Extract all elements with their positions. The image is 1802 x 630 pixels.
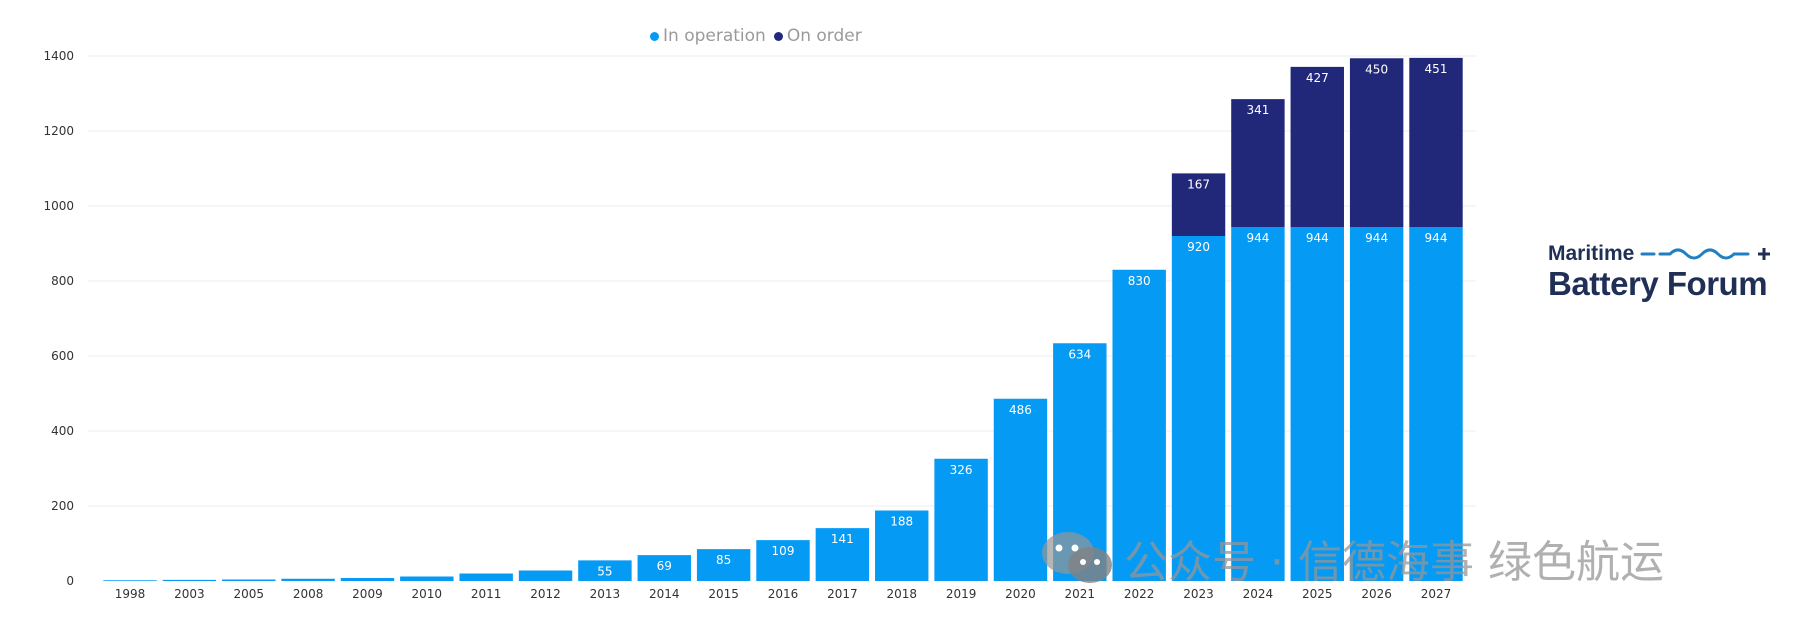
x-tick-label: 2018: [886, 587, 917, 601]
bar-in-operation[interactable]: [1290, 227, 1344, 581]
x-tick-label: 2017: [827, 587, 858, 601]
bar-in-operation[interactable]: [459, 573, 513, 582]
logo-line2: Battery Forum: [1548, 265, 1768, 302]
gridlines: [88, 55, 1476, 507]
data-label: 450: [1365, 62, 1388, 76]
bar-in-operation[interactable]: [222, 579, 276, 582]
x-tick-label: 2003: [174, 587, 205, 601]
legend-label-on-order: On order: [786, 26, 862, 46]
bar-in-operation[interactable]: [340, 578, 395, 581]
data-label: 167: [1187, 177, 1210, 191]
legend-item-in-operation[interactable]: In operation: [650, 26, 766, 46]
wave-icon: [1640, 248, 1771, 260]
data-label: 944: [1246, 231, 1269, 245]
watermark: 公众号 · 信德海事 绿色航运: [1040, 528, 1664, 588]
bar-in-operation[interactable]: [400, 576, 454, 582]
x-tick-label: 2014: [649, 587, 680, 601]
data-label: 326: [950, 463, 973, 477]
legend-item-on-order[interactable]: On order: [773, 26, 862, 46]
x-tick-label: 2026: [1361, 587, 1392, 601]
bar-in-operation[interactable]: [756, 540, 810, 581]
bar-in-operation[interactable]: [281, 578, 335, 581]
data-label: 451: [1425, 62, 1448, 76]
bar-in-operation[interactable]: [1171, 236, 1226, 581]
data-label: 944: [1365, 231, 1388, 245]
x-axis: 1998 2003 2005 2008 2009 2010 2011 2012 2013 2014…: [115, 587, 1452, 601]
bars: 55 69 85 109 141 188 326 486 634 830 920 167 944 341 9…: [103, 57, 1463, 582]
legend-dot-on-order: [773, 31, 783, 41]
y-tick-label: 1400: [43, 49, 74, 63]
x-tick-label: 2016: [768, 587, 799, 601]
bar-in-operation[interactable]: [1112, 269, 1166, 581]
data-label: 944: [1306, 231, 1329, 245]
x-tick-label: 2011: [471, 587, 502, 601]
wechat-icon: [1042, 532, 1112, 583]
x-tick-label: 2023: [1183, 587, 1214, 601]
x-tick-label: 2009: [352, 587, 383, 601]
bar-in-operation[interactable]: [696, 549, 751, 581]
bar-on-order[interactable]: [1231, 99, 1285, 227]
data-label: 944: [1425, 231, 1448, 245]
y-tick-label: 800: [51, 274, 74, 288]
bar-in-operation[interactable]: [815, 528, 870, 581]
y-tick-label: 1000: [43, 199, 74, 213]
bar-in-operation[interactable]: [637, 555, 691, 581]
legend[interactable]: In operation On order: [650, 24, 862, 48]
y-tick-label: 200: [51, 499, 74, 513]
bar-in-operation[interactable]: [993, 398, 1048, 581]
logo-line1: Maritime: [1548, 242, 1635, 265]
y-tick-label: 0: [66, 574, 74, 588]
x-tick-label: 2008: [293, 587, 324, 601]
bar-in-operation[interactable]: [578, 560, 632, 581]
data-label: 920: [1187, 240, 1210, 254]
data-label: 109: [772, 544, 795, 558]
bar-in-operation[interactable]: [518, 570, 573, 582]
x-tick-label: 1998: [115, 587, 146, 601]
data-label: 188: [890, 515, 913, 529]
bar-in-operation[interactable]: [875, 510, 929, 582]
x-tick-label: 2022: [1124, 587, 1155, 601]
bar-on-order[interactable]: [1349, 58, 1404, 227]
x-tick-label: 2012: [530, 587, 561, 601]
y-tick-label: 600: [51, 349, 74, 363]
watermark-text: 公众号 · 信德海事 绿色航运: [1124, 537, 1664, 588]
x-tick-label: 2025: [1302, 587, 1333, 601]
y-tick-label: 400: [51, 424, 74, 438]
bar-in-operation[interactable]: [162, 579, 217, 581]
data-label: 634: [1068, 347, 1091, 361]
x-tick-label: 2027: [1421, 587, 1452, 601]
data-label: 427: [1306, 71, 1329, 85]
data-label: 69: [657, 559, 672, 573]
x-tick-label: 2021: [1065, 587, 1096, 601]
maritime-battery-forum-logo: Maritime Battery Forum: [1548, 242, 1788, 302]
x-tick-label: 2005: [233, 587, 264, 601]
data-label: 830: [1128, 274, 1151, 288]
x-tick-label: 2019: [946, 587, 977, 601]
x-tick-label: 2010: [412, 587, 443, 601]
y-axis: 0 200 400 600 800 1000 1200 1400: [43, 49, 74, 588]
bar-in-operation[interactable]: [1409, 227, 1463, 581]
bar-in-operation[interactable]: [1349, 227, 1404, 581]
x-tick-label: 2015: [708, 587, 739, 601]
bar-on-order[interactable]: [1409, 57, 1463, 227]
bar-on-order[interactable]: [1171, 173, 1226, 236]
x-tick-label: 2024: [1243, 587, 1274, 601]
data-label: 486: [1009, 403, 1032, 417]
x-tick-label: 2013: [590, 587, 621, 601]
bar-in-operation[interactable]: [103, 580, 157, 581]
bar-in-operation[interactable]: [1231, 227, 1285, 581]
legend-label-in-operation: In operation: [663, 26, 766, 46]
x-tick-label: 2020: [1005, 587, 1036, 601]
data-label: 55: [597, 564, 612, 578]
data-label: 341: [1246, 103, 1269, 117]
legend-dot-in-operation: [650, 31, 659, 41]
y-tick-label: 1200: [43, 124, 74, 138]
data-label: 141: [831, 532, 854, 546]
bar-on-order[interactable]: [1290, 66, 1344, 227]
bar-in-operation[interactable]: [934, 458, 988, 581]
data-label: 85: [716, 553, 731, 567]
